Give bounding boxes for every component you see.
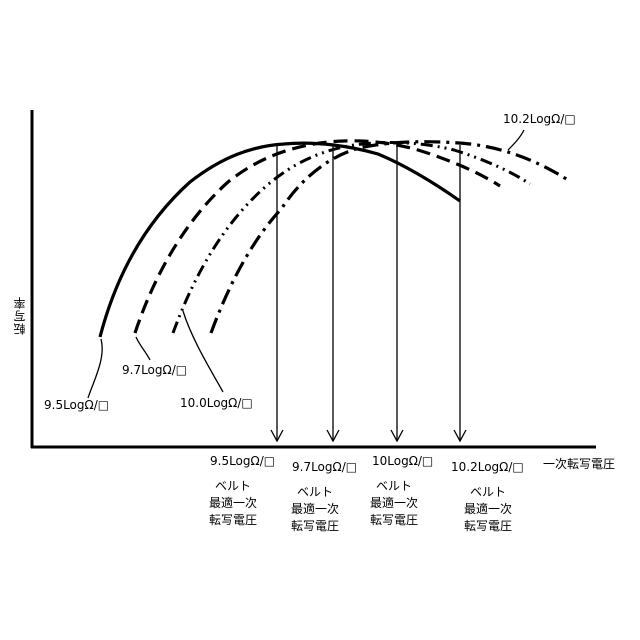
y-axis-label: 転写率	[11, 296, 25, 335]
series-label-10-2: 10.2LogΩ/□	[503, 113, 576, 125]
series-label-9-7: 9.7LogΩ/□	[122, 364, 187, 376]
caption-line: 最適一次	[456, 501, 520, 518]
optimum-voltage-label: 10.2LogΩ/□	[451, 461, 524, 473]
caption-line: 転写電圧	[362, 512, 426, 529]
caption-line: 転写電圧	[283, 518, 347, 535]
caption-line: 最適一次	[201, 495, 265, 512]
caption-line: 最適一次	[283, 501, 347, 518]
caption-line: 転写電圧	[456, 518, 520, 535]
series-label-9-5: 9.5LogΩ/□	[44, 399, 109, 411]
caption-line: ベルト	[456, 484, 520, 501]
optimum-caption: ベルト 最適一次 転写電圧	[456, 484, 520, 535]
curve-10-2	[211, 142, 568, 333]
optimum-caption: ベルト 最適一次 転写電圧	[201, 478, 265, 529]
label-leaders	[88, 130, 524, 398]
optimum-arrows	[271, 145, 466, 441]
caption-line: 最適一次	[362, 495, 426, 512]
curve-9-5	[100, 143, 460, 337]
optimum-caption: ベルト 最適一次 転写電圧	[362, 478, 426, 529]
x-axis-label: 一次転写電圧	[543, 458, 615, 470]
optimum-voltage-label: 10LogΩ/□	[372, 455, 433, 467]
series-label-10-0: 10.0LogΩ/□	[180, 397, 253, 409]
optimum-voltage-label: 9.7LogΩ/□	[292, 461, 357, 473]
caption-line: 転写電圧	[201, 512, 265, 529]
caption-line: ベルト	[362, 478, 426, 495]
caption-line: ベルト	[283, 484, 347, 501]
optimum-caption: ベルト 最適一次 転写電圧	[283, 484, 347, 535]
caption-line: ベルト	[201, 478, 265, 495]
optimum-voltage-label: 9.5LogΩ/□	[210, 455, 275, 467]
